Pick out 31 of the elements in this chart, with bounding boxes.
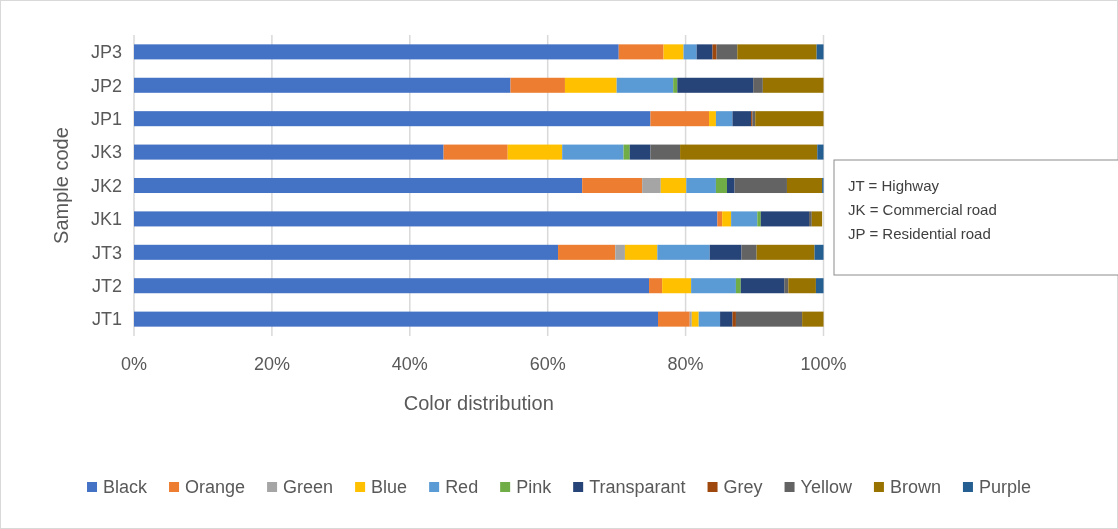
y-tick-label: JP3 bbox=[90, 42, 122, 63]
text: JK = Commercial road bbox=[848, 201, 997, 218]
y-tick-label: JK2 bbox=[90, 175, 122, 196]
x-tick-label: 40% bbox=[391, 354, 428, 374]
legend-label: Brown bbox=[889, 477, 941, 498]
text: JP = Residential road bbox=[848, 225, 991, 242]
legend-label: Orange bbox=[185, 477, 246, 498]
y-tick-label: JP1 bbox=[90, 108, 122, 129]
legend-label: Green bbox=[283, 477, 334, 498]
legend-label: Yellow bbox=[800, 477, 853, 498]
legend-label: Black bbox=[103, 477, 149, 498]
x-axis-title: Color distribution bbox=[403, 392, 554, 414]
y-tick-label: JK3 bbox=[90, 142, 122, 163]
legend-label: Pink bbox=[516, 477, 553, 498]
y-tick-label: JT1 bbox=[91, 309, 122, 330]
legend-label: Red bbox=[445, 477, 479, 498]
y-tick-label: JP2 bbox=[90, 75, 122, 96]
x-tick-label: 20% bbox=[253, 354, 290, 374]
x-tick-label: 60% bbox=[529, 354, 566, 374]
legend-label: Purple bbox=[978, 477, 1031, 498]
y-axis-title: Sample code bbox=[50, 127, 72, 244]
x-tick-label: 0% bbox=[120, 354, 148, 374]
y-tick-label: JK1 bbox=[90, 209, 122, 230]
text: JT = Highway bbox=[848, 177, 940, 194]
legend-label: Blue bbox=[371, 477, 408, 498]
y-tick-label: JT3 bbox=[91, 242, 122, 263]
x-tick-label: 80% bbox=[667, 354, 704, 374]
legend-label: Grey bbox=[723, 477, 763, 498]
y-tick-label: JT2 bbox=[91, 276, 122, 297]
legend-label: Transparant bbox=[589, 477, 686, 498]
x-tick-label: 100% bbox=[800, 354, 847, 374]
